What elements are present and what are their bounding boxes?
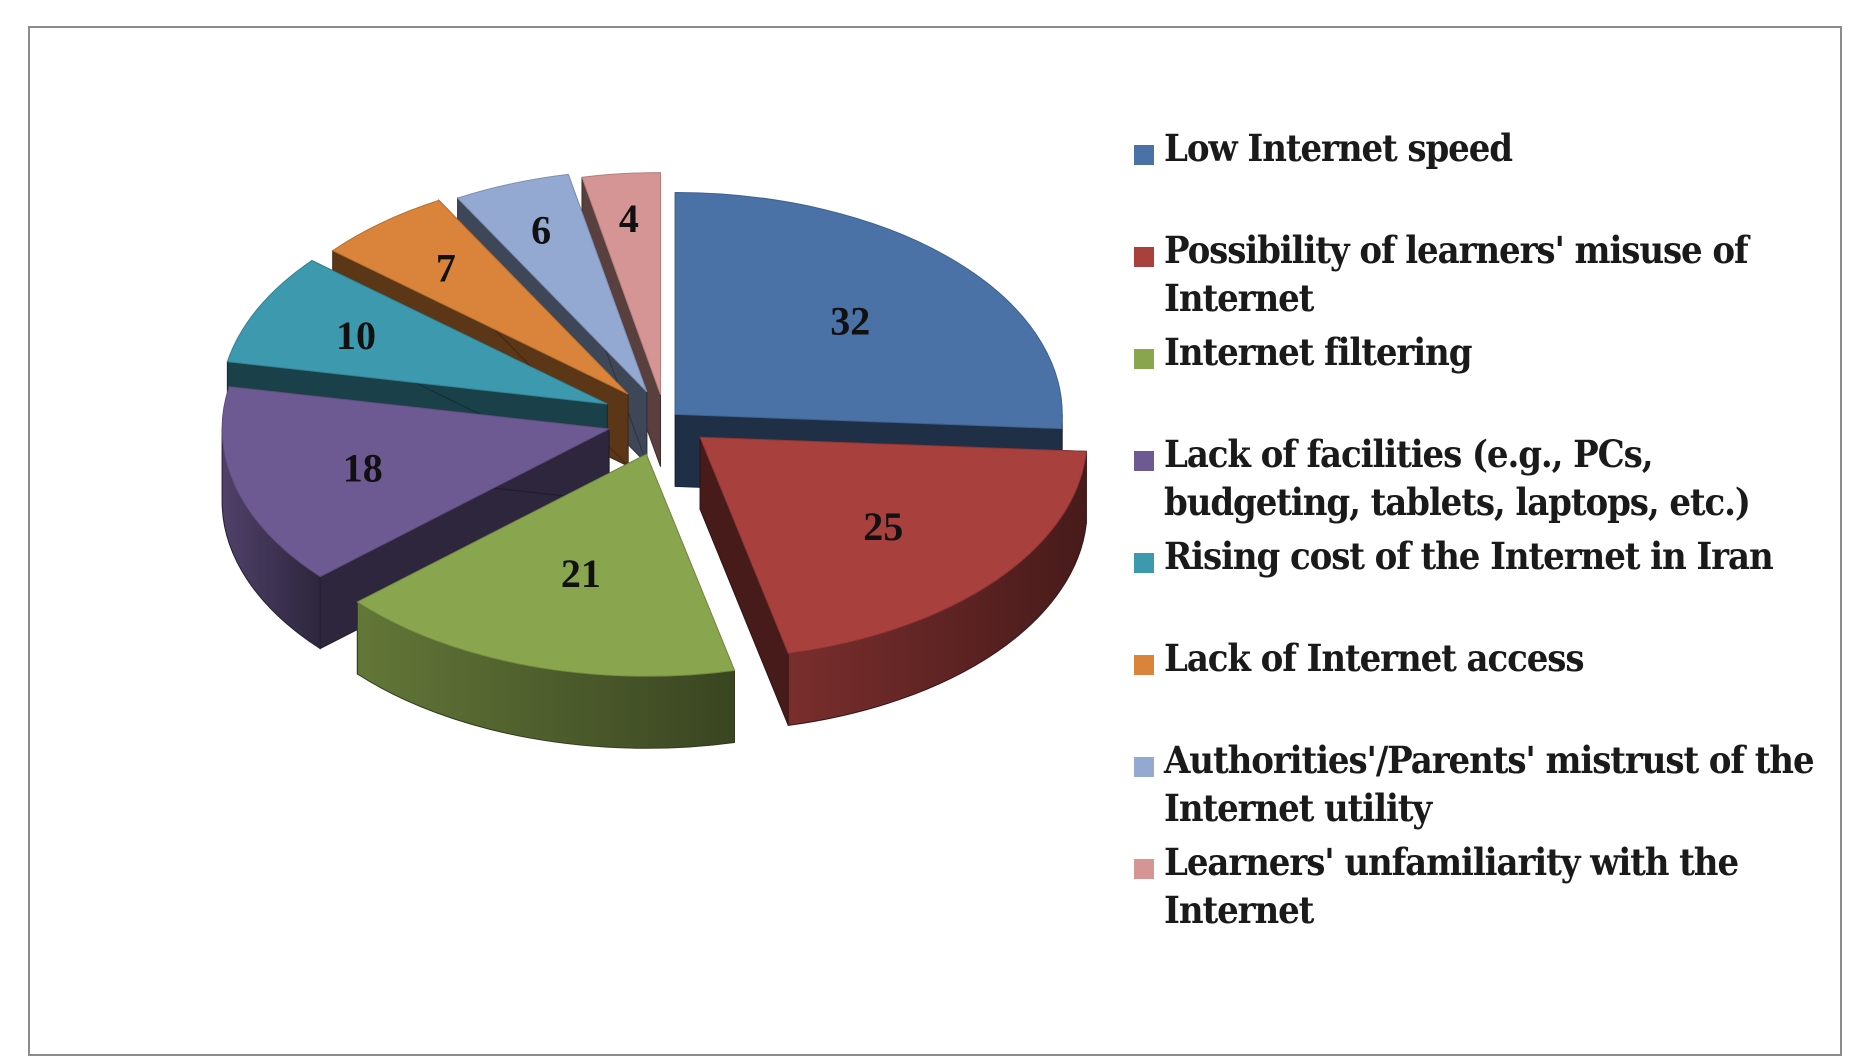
legend-item-1: Possibility of learners' misuse of Intern… [1134, 226, 1798, 322]
legend-label-3: Lack of facilities (e.g., PCs, budgeting,… [1164, 432, 1751, 524]
legend-swatch-3 [1134, 451, 1154, 471]
legend-item-6: Authorities'/Parents' mistrust of the Int… [1134, 736, 1850, 832]
legend-swatch-5 [1134, 655, 1154, 675]
pie-slice-2 [356, 453, 736, 677]
legend-item-7: Learners' unfamiliarity with the Internet [1134, 838, 1788, 934]
pie-slice-5 [331, 199, 629, 395]
data-label-6: 6 [531, 208, 551, 253]
data-label-5: 7 [436, 245, 456, 290]
pie-data-labels: 32 25 21 18 10 7 6 4 [336, 196, 903, 596]
data-label-1: 25 [863, 504, 903, 549]
data-label-3: 18 [343, 446, 383, 491]
pie-slice-6 [456, 173, 648, 393]
legend-item-4: Rising cost of the Internet in Iran [1134, 532, 1826, 580]
data-label-2: 21 [561, 551, 601, 596]
pie-tops [221, 172, 1087, 677]
legend-label-0: Low Internet speed [1164, 126, 1513, 170]
data-label-7: 4 [619, 196, 639, 241]
legend-label-1: Possibility of learners' misuse of Intern… [1164, 228, 1749, 320]
legend-swatch-6 [1134, 757, 1154, 777]
legend-swatch-4 [1134, 553, 1154, 573]
pie-chart: 32 25 21 18 10 7 6 4 [221, 172, 1087, 749]
legend-swatch-0 [1134, 145, 1154, 165]
legend-label-2: Internet filtering [1164, 330, 1473, 374]
legend-label-6: Authorities'/Parents' mistrust of the Int… [1164, 738, 1815, 830]
pie-slice-1 [699, 436, 1087, 654]
pie-slice-7 [581, 172, 662, 395]
legend-swatch-1 [1134, 247, 1154, 267]
legend-item-0: Low Internet speed [1134, 124, 1542, 172]
legend-swatch-7 [1134, 859, 1154, 879]
pie-slice-0 [674, 191, 1063, 430]
legend-label-5: Lack of Internet access [1164, 636, 1585, 680]
legend-label-4: Rising cost of the Internet in Iran [1164, 534, 1774, 578]
legend-item-3: Lack of facilities (e.g., PCs, budgeting,… [1134, 430, 1801, 526]
legend-label-7: Learners' unfamiliarity with the Internet [1164, 840, 1739, 932]
data-label-4: 10 [336, 313, 376, 358]
legend-swatch-2 [1134, 349, 1154, 369]
legend-item-2: Internet filtering [1134, 328, 1498, 376]
data-label-0: 32 [830, 298, 870, 343]
legend-item-5: Lack of Internet access [1134, 634, 1620, 682]
pie-slice-3 [221, 386, 611, 578]
pie-slice-4 [226, 259, 608, 405]
